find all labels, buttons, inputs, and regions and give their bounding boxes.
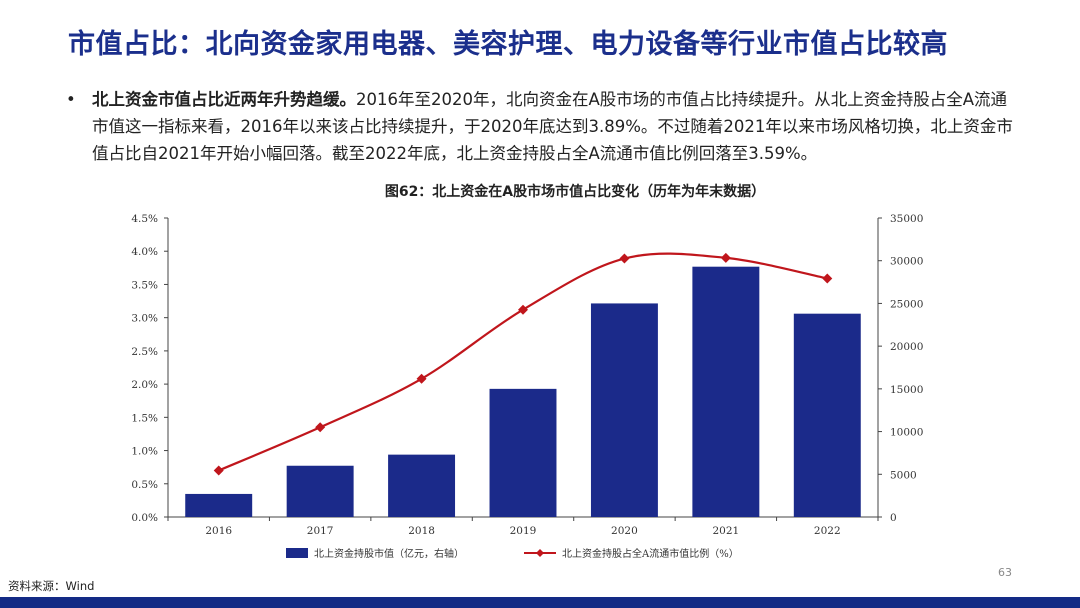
x-tick-label: 2022 xyxy=(814,525,841,537)
left-tick-label: 0.0% xyxy=(131,512,158,524)
bar xyxy=(793,313,861,517)
bullet-marker: • xyxy=(66,90,76,109)
bar xyxy=(489,388,557,517)
left-tick-label: 4.0% xyxy=(131,246,158,258)
bullet-text: 北上资金市值占比近两年升势趋缓。2016年至2020年，北向资金在A股市场的市值… xyxy=(92,86,1016,167)
right-tick-label: 5000 xyxy=(890,469,917,481)
right-tick-label: 35000 xyxy=(890,213,923,225)
x-tick-label: 2020 xyxy=(611,525,638,537)
ratio-point xyxy=(518,304,528,315)
ratio-point xyxy=(315,422,326,433)
left-tick-label: 3.5% xyxy=(131,279,158,291)
legend-bar-label: 北上资金持股市值（亿元，右轴） xyxy=(314,547,464,560)
bullet-lead: 北上资金市值占比近两年升势趋缓。 xyxy=(92,90,356,109)
right-tick-label: 15000 xyxy=(890,384,923,396)
x-tick-label: 2019 xyxy=(510,525,537,537)
chart-title: 图62：北上资金在A股市场市值占比变化（历年为年末数据） xyxy=(384,184,766,200)
x-tick-label: 2016 xyxy=(205,525,232,537)
bar xyxy=(286,465,354,517)
left-tick-label: 0.5% xyxy=(131,479,158,491)
legend-bar-swatch xyxy=(286,548,308,558)
bar xyxy=(590,303,658,517)
slide-title: 市值占比：北向资金家用电器、美容护理、电力设备等行业市值占比较高 xyxy=(68,29,948,60)
bar xyxy=(388,454,456,517)
x-tick-label: 2021 xyxy=(712,525,739,537)
legend-line-marker xyxy=(536,549,544,557)
right-tick-label: 0 xyxy=(890,512,897,524)
x-tick-label: 2018 xyxy=(408,525,435,537)
right-tick-label: 20000 xyxy=(890,341,923,353)
left-tick-label: 1.0% xyxy=(131,446,158,458)
x-tick-label: 2017 xyxy=(307,525,334,537)
left-tick-label: 4.5% xyxy=(131,213,158,225)
ratio-point xyxy=(416,373,427,384)
source-note: 资料来源：Wind xyxy=(8,579,95,593)
ratio-point xyxy=(213,465,224,476)
bullet-paragraph: • 北上资金市值占比近两年升势趋缓。2016年至2020年，北向资金在A股市场的… xyxy=(66,86,1016,167)
ratio-point xyxy=(619,253,630,264)
left-tick-label: 1.5% xyxy=(131,412,158,424)
left-tick-label: 2.0% xyxy=(131,379,158,391)
legend-line-label: 北上资金持股占全A流通市值比例（%） xyxy=(562,547,739,560)
right-tick-label: 10000 xyxy=(890,427,923,439)
right-tick-label: 25000 xyxy=(890,298,923,310)
footer-bar xyxy=(0,597,1080,608)
left-tick-label: 2.5% xyxy=(131,346,158,358)
page-number: 63 xyxy=(998,566,1012,579)
bullet-body: 2016年至2020年，北向资金在A股市场的市值占比持续提升。从北上资金持股占全… xyxy=(92,90,1013,163)
ratio-point xyxy=(822,273,833,284)
bar xyxy=(185,493,253,517)
right-tick-label: 30000 xyxy=(890,256,923,268)
bar xyxy=(692,266,760,517)
ratio-point xyxy=(720,252,731,263)
left-tick-label: 3.0% xyxy=(131,313,158,325)
